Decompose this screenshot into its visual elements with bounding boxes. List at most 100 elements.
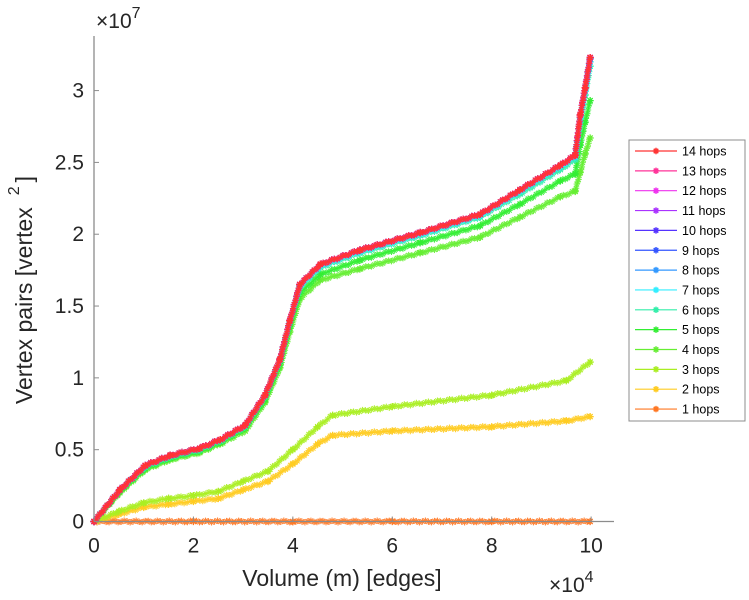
y-tick-label: 1.5 — [55, 295, 84, 318]
data-point — [189, 497, 198, 505]
legend-item: 14 hops — [635, 145, 726, 159]
data-point — [356, 256, 364, 264]
series-3-hops — [90, 358, 594, 526]
data-point — [476, 233, 484, 241]
data-point — [476, 222, 484, 230]
data-point — [556, 161, 564, 169]
legend-label: 8 hops — [682, 264, 720, 278]
series-13-hops — [90, 53, 594, 526]
legend-marker-icon — [652, 386, 660, 393]
legend-marker-icon — [652, 247, 660, 254]
legend-label: 11 hops — [682, 204, 726, 218]
data-point — [216, 436, 224, 444]
data-point — [264, 467, 272, 475]
series-line — [93, 57, 591, 522]
data-point — [241, 421, 249, 429]
series-markers — [90, 58, 594, 525]
legend-marker-icon — [652, 405, 660, 413]
data-point — [488, 391, 496, 399]
legend-item: 4 hops — [635, 343, 720, 357]
data-point — [571, 170, 579, 178]
data-point — [516, 186, 524, 194]
series-markers — [90, 54, 594, 525]
legend-item: 2 hops — [635, 383, 720, 397]
legend-marker-icon — [652, 227, 660, 234]
data-point — [314, 440, 322, 448]
series-markers — [90, 54, 594, 525]
data-point — [316, 260, 324, 268]
data-point — [140, 503, 148, 511]
series-markers — [90, 54, 594, 525]
legend-label: 12 hops — [682, 184, 726, 198]
data-point — [166, 451, 174, 460]
data-point — [264, 477, 272, 485]
series-line — [93, 57, 591, 522]
legend-item: 8 hops — [635, 264, 720, 278]
legend-item: 13 hops — [635, 164, 726, 178]
series-markers — [90, 54, 594, 525]
series-10-hops — [90, 53, 594, 526]
axes: 0 0.5 1 1.5 2 2.5 3 0 2 4 6 8 10 — [55, 36, 614, 558]
legend-marker-icon — [652, 346, 660, 353]
data-point — [329, 431, 337, 439]
legend-marker-icon — [652, 326, 660, 333]
legend-label: 3 hops — [682, 363, 720, 377]
legend-marker-icon — [652, 286, 660, 294]
y-axis-label-main: Vertex pairs [vertex — [11, 207, 37, 404]
data-point — [316, 276, 324, 284]
data-point — [276, 355, 284, 363]
y-ticks: 0 0.5 1 1.5 2 2.5 3 — [55, 80, 99, 534]
x-axis-label: Volume (m) [edges] — [242, 565, 441, 591]
x-ticks: 0 2 4 6 8 10 — [88, 516, 603, 558]
data-point — [140, 499, 148, 507]
data-point — [141, 461, 149, 470]
series-line — [93, 57, 591, 522]
data-point — [239, 486, 247, 494]
data-point — [189, 492, 198, 500]
data-point — [286, 316, 294, 325]
legend-label: 7 hops — [682, 283, 720, 297]
data-point — [314, 423, 322, 431]
legend-label: 6 hops — [682, 303, 720, 317]
data-point — [416, 229, 424, 237]
y-axis-label-close: ] — [11, 176, 37, 182]
legend-item: 12 hops — [635, 184, 726, 198]
data-point — [516, 213, 524, 221]
series-line — [93, 58, 591, 522]
legend-label: 9 hops — [682, 244, 720, 258]
data-point — [196, 444, 204, 452]
series-11-hops — [90, 53, 594, 526]
y-axis-multiplier: ×107 — [96, 5, 141, 33]
data-point — [571, 187, 579, 195]
x-tick-label: 2 — [188, 535, 200, 558]
plot-series — [90, 53, 594, 526]
legend-item: 3 hops — [635, 363, 720, 377]
data-point — [516, 200, 524, 208]
data-point — [586, 97, 594, 105]
series-12-hops — [90, 53, 594, 526]
legend-marker-icon — [652, 167, 660, 175]
data-point — [576, 168, 584, 177]
y-tick-label: 2.5 — [55, 151, 84, 174]
data-point — [296, 280, 304, 289]
legend-label: 14 hops — [682, 145, 726, 159]
data-point — [164, 494, 173, 503]
data-point — [581, 118, 589, 126]
data-point — [388, 402, 396, 411]
series-markers — [90, 358, 594, 525]
series-line — [93, 57, 591, 522]
data-point — [556, 177, 564, 185]
legend-item: 10 hops — [635, 224, 726, 238]
legend-label: 4 hops — [682, 343, 720, 357]
legend-box — [628, 139, 746, 422]
legend-item: 1 hops — [635, 403, 720, 417]
series-8-hops — [90, 55, 594, 526]
legend: 14 hops 13 hops 12 hops 11 hops 10 hops 9 hop… — [628, 139, 746, 422]
data-point — [289, 446, 297, 454]
data-point — [289, 460, 297, 468]
legend-label: 10 hops — [682, 224, 726, 238]
legend-marker-icon — [652, 207, 660, 214]
legend-marker-icon — [652, 366, 660, 373]
x-tick-label: 10 — [579, 535, 602, 558]
